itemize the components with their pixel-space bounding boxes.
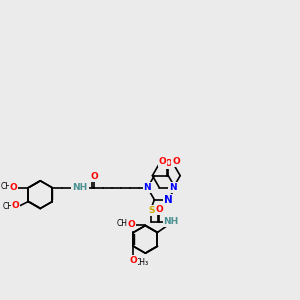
Text: N: N [169, 183, 177, 192]
Text: CH₃: CH₃ [2, 202, 16, 211]
Text: O: O [11, 201, 19, 210]
Text: CH₃: CH₃ [0, 182, 14, 191]
Text: O: O [172, 157, 180, 166]
Text: CH₃: CH₃ [134, 258, 148, 267]
Text: CH₃: CH₃ [117, 219, 131, 228]
Text: NH: NH [72, 183, 88, 192]
Text: O: O [164, 159, 172, 168]
Text: O: O [90, 172, 98, 181]
Text: N: N [144, 183, 151, 192]
Text: O: O [130, 256, 137, 265]
Text: O: O [10, 183, 17, 192]
Text: O: O [128, 220, 135, 229]
Text: O: O [155, 205, 163, 214]
Text: S: S [148, 206, 155, 215]
Text: NH: NH [164, 217, 179, 226]
Text: O: O [158, 157, 166, 166]
Text: N: N [164, 195, 172, 205]
